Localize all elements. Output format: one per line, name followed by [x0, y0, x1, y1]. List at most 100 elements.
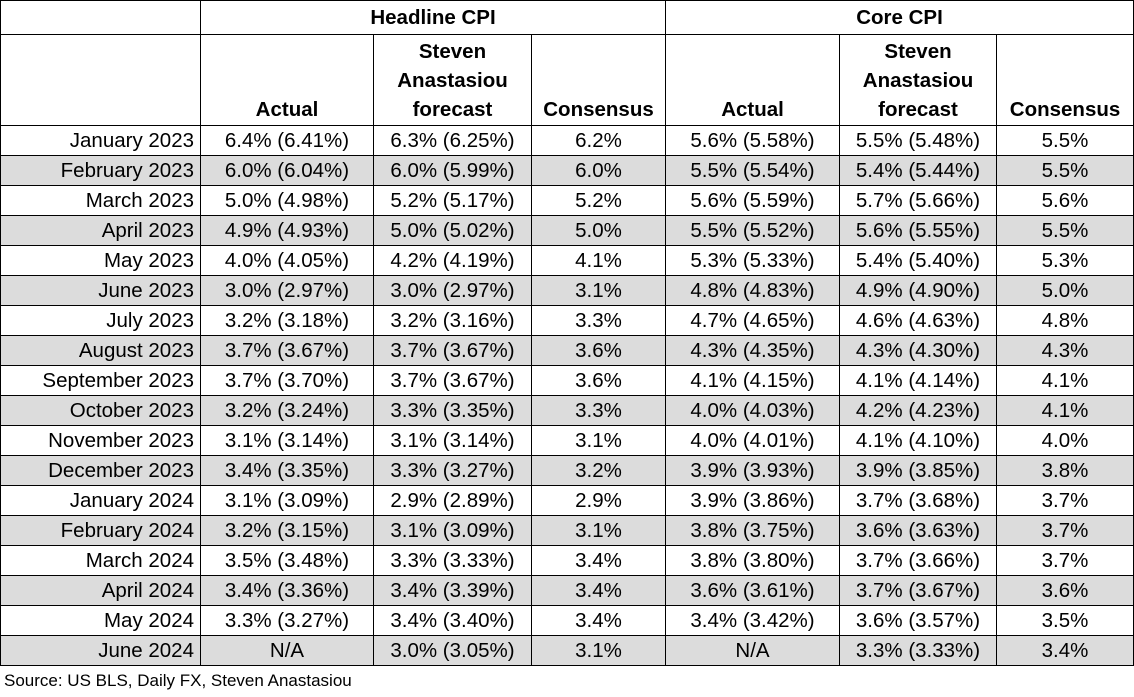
column-header: Consensus [996, 34, 1134, 126]
table-cell: 3.4% [530, 605, 667, 636]
corner-cell [0, 0, 201, 35]
table-cell: 6.0% [530, 155, 667, 186]
table-cell: 3.4% (3.35%) [200, 455, 374, 486]
table-cell: 3.5% (3.48%) [200, 545, 374, 576]
table-cell: 3.4% (3.39%) [373, 575, 532, 606]
table-cell: 4.0% (4.03%) [665, 395, 841, 426]
table-cell: 5.6% (5.59%) [665, 185, 841, 216]
table-cell: 3.9% (3.93%) [665, 455, 841, 486]
table-cell: 4.2% (4.19%) [373, 245, 532, 276]
row-label: May 2024 [0, 605, 201, 636]
table-cell: 5.6% (5.58%) [665, 125, 841, 156]
table-cell: 3.7% (3.68%) [839, 485, 998, 516]
table-cell: 2.9% [530, 485, 667, 516]
table-cell: 3.7% (3.66%) [839, 545, 998, 576]
table-cell: 3.9% (3.85%) [839, 455, 998, 486]
row-label: September 2023 [0, 365, 201, 396]
table-cell: 3.3% (3.27%) [373, 455, 532, 486]
group-header-row: Headline CPI Core CPI [0, 0, 1134, 35]
table-cell: 3.6% (3.57%) [839, 605, 998, 636]
table-cell: 4.7% (4.65%) [665, 305, 841, 336]
table-row: January 2023 6.4% (6.41%) 6.3% (6.25%) 6.2%… [0, 125, 1134, 156]
table-cell: 4.1% (4.15%) [665, 365, 841, 396]
table-cell: 4.3% (4.35%) [665, 335, 841, 366]
table-cell: 3.2% (3.24%) [200, 395, 374, 426]
table-cell: 5.5% [996, 215, 1134, 246]
column-header: Actual [665, 34, 841, 126]
table-cell: 3.7% (3.67%) [839, 575, 998, 606]
table-body: January 2023 6.4% (6.41%) 6.3% (6.25%) 6.2%… [0, 125, 1134, 666]
table-cell: 3.2% (3.18%) [200, 305, 374, 336]
table-cell: 2.9% (2.89%) [373, 485, 532, 516]
table-cell: 4.2% (4.23%) [839, 395, 998, 426]
table-cell: 6.3% (6.25%) [373, 125, 532, 156]
table-cell: 3.6% (3.61%) [665, 575, 841, 606]
table-row: June 2024 N/A 3.0% (3.05%) 3.1% N/A 3.3% (3.3… [0, 635, 1134, 666]
table-cell: 3.2% (3.16%) [373, 305, 532, 336]
row-label: July 2023 [0, 305, 201, 336]
table-cell: 3.4% (3.36%) [200, 575, 374, 606]
row-label: October 2023 [0, 395, 201, 426]
group-header-core: Core CPI [665, 0, 1134, 35]
row-label: February 2023 [0, 155, 201, 186]
table-cell: 5.6% (5.55%) [839, 215, 998, 246]
table-cell: 3.0% (2.97%) [200, 275, 374, 306]
table-cell: 3.3% (3.35%) [373, 395, 532, 426]
table-cell: 3.1% (3.14%) [373, 425, 532, 456]
table-cell: 5.4% (5.40%) [839, 245, 998, 276]
table-cell: 3.0% (3.05%) [373, 635, 532, 666]
table-row: June 2023 3.0% (2.97%) 3.0% (2.97%) 3.1% 4.8… [0, 275, 1134, 306]
table-row: April 2024 3.4% (3.36%) 3.4% (3.39%) 3.4% 3.… [0, 575, 1134, 606]
table-cell: 3.6% [996, 575, 1134, 606]
column-header-row: Actual Steven Anastasiou forecast Consen… [0, 34, 1134, 126]
table-cell: 3.5% [996, 605, 1134, 636]
table-cell: 4.1% (4.14%) [839, 365, 998, 396]
row-label: August 2023 [0, 335, 201, 366]
table-cell: 3.4% [530, 545, 667, 576]
table-cell: 3.9% (3.86%) [665, 485, 841, 516]
row-label: April 2024 [0, 575, 201, 606]
table-cell: 3.4% [530, 575, 667, 606]
table-row: May 2023 4.0% (4.05%) 4.2% (4.19%) 4.1% 5.3%… [0, 245, 1134, 276]
table-cell: 4.0% (4.05%) [200, 245, 374, 276]
table-cell: 3.4% [996, 635, 1134, 666]
table-cell: 6.0% (5.99%) [373, 155, 532, 186]
table-cell: 3.7% (3.67%) [373, 335, 532, 366]
table-cell: 3.3% (3.33%) [373, 545, 532, 576]
table-row: February 2024 3.2% (3.15%) 3.1% (3.09%) 3.1… [0, 515, 1134, 546]
table-cell: 3.1% [530, 635, 667, 666]
table-cell: 5.0% (4.98%) [200, 185, 374, 216]
table-cell: 5.0% [996, 275, 1134, 306]
row-label: November 2023 [0, 425, 201, 456]
table-row: December 2023 3.4% (3.35%) 3.3% (3.27%) 3.2… [0, 455, 1134, 486]
table-cell: 4.6% (4.63%) [839, 305, 998, 336]
column-header: Steven Anastasiou forecast [373, 34, 532, 126]
table-cell: 3.7% (3.67%) [200, 335, 374, 366]
table-cell: 5.2% [530, 185, 667, 216]
group-header-headline: Headline CPI [199, 0, 667, 35]
table-cell: 4.9% (4.90%) [839, 275, 998, 306]
table-cell: 3.3% [530, 395, 667, 426]
table-cell: 3.0% (2.97%) [373, 275, 532, 306]
table-cell: 5.3% (5.33%) [665, 245, 841, 276]
table-cell: 4.3% [996, 335, 1134, 366]
table-row: April 2023 4.9% (4.93%) 5.0% (5.02%) 5.0% 5.… [0, 215, 1134, 246]
table-cell: 3.1% [530, 425, 667, 456]
table-cell: N/A [200, 635, 374, 666]
table-cell: 3.4% (3.42%) [665, 605, 841, 636]
row-label: December 2023 [0, 455, 201, 486]
table-cell: 3.1% (3.09%) [200, 485, 374, 516]
table-row: September 2023 3.7% (3.70%) 3.7% (3.67%) 3.… [0, 365, 1134, 396]
table-cell: 4.0% [996, 425, 1134, 456]
row-label: April 2023 [0, 215, 201, 246]
table-row: January 2024 3.1% (3.09%) 2.9% (2.89%) 2.9%… [0, 485, 1134, 516]
table-cell: 4.3% (4.30%) [839, 335, 998, 366]
table-cell: 4.8% (4.83%) [665, 275, 841, 306]
table-cell: 3.8% (3.75%) [665, 515, 841, 546]
table-cell: 5.5% (5.52%) [665, 215, 841, 246]
table-cell: 3.8% (3.80%) [665, 545, 841, 576]
table-cell: 4.1% [530, 245, 667, 276]
table-cell: 5.0% [530, 215, 667, 246]
table-cell: 5.5% [996, 155, 1134, 186]
table-cell: 4.0% (4.01%) [665, 425, 841, 456]
